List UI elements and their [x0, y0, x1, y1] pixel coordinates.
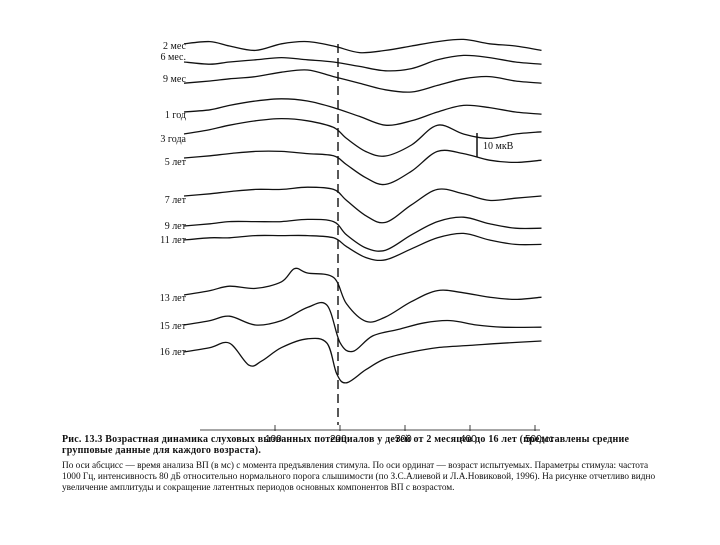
row-label: 9 мес: [163, 74, 187, 85]
x-tick-label: 100: [265, 434, 282, 445]
row-label: 11 лет: [160, 235, 187, 246]
waveform-trace: [183, 149, 542, 186]
row-label: 5 лет: [165, 157, 187, 168]
waveform-trace: [183, 69, 542, 93]
row-label: 13 лет: [160, 293, 187, 304]
scale-bar-label: 10 мкВ: [483, 141, 514, 152]
scale-bar: 10 мкВ: [476, 133, 514, 157]
waveform-trace: [183, 267, 542, 323]
waveform-trace: [183, 216, 542, 252]
waveform-trace: [183, 98, 542, 126]
row-label: 2 мес: [163, 41, 187, 52]
row-label: 6 мес.: [161, 52, 186, 63]
figure-caption-body: По оси абсцисс — время анализа ВП (в мс)…: [62, 461, 656, 494]
row-label: 1 год: [165, 110, 186, 121]
waveform-traces: [183, 38, 542, 384]
waveform-trace: [183, 54, 542, 72]
x-tick-label: 300: [395, 434, 412, 445]
row-label: 3 года: [160, 134, 186, 145]
x-axis-ticks: 100 200 300 400 500мс: [265, 425, 554, 445]
waveform-trace: [183, 337, 542, 384]
row-label: 16 лет: [160, 347, 187, 358]
waveform-trace: [183, 38, 542, 54]
waveform-trace: [183, 301, 542, 353]
x-tick-label: 400: [460, 434, 477, 445]
waveform-trace: [183, 232, 542, 262]
waveform-trace: [183, 186, 542, 224]
x-axis: 100 200 300 400 500мс: [200, 425, 554, 445]
figure-caption-title: Рис. 13.3 Возрастная динамика слуховых в…: [62, 434, 630, 457]
x-tick-label: 500мс: [525, 434, 554, 445]
row-label: 7 лет: [165, 195, 187, 206]
x-tick-label: 200: [330, 434, 347, 445]
row-label: 15 лет: [160, 321, 187, 332]
row-label: 9 лет: [165, 221, 187, 232]
